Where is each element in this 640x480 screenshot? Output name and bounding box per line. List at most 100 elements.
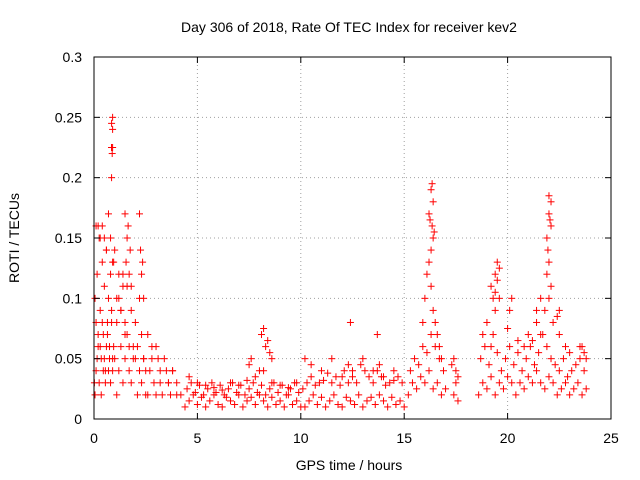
data-point	[91, 391, 99, 399]
data-point	[96, 306, 104, 314]
data-point	[137, 246, 145, 254]
data-point	[535, 349, 543, 357]
data-point	[299, 385, 307, 393]
data-point	[226, 379, 234, 387]
data-point	[504, 325, 512, 332]
data-point	[425, 367, 433, 375]
data-point	[382, 381, 390, 389]
data-point	[107, 270, 115, 278]
data-point	[493, 276, 501, 284]
data-point	[133, 343, 141, 351]
data-point	[582, 385, 590, 393]
data-point	[103, 331, 111, 339]
data-point	[487, 282, 495, 290]
data-point	[549, 318, 557, 326]
data-point	[167, 391, 175, 399]
x-tick-labels: 0 5 10 15 20 25	[90, 430, 619, 446]
data-point	[173, 379, 181, 387]
data-point	[208, 379, 216, 387]
y-tick-label: 0.15	[55, 230, 82, 246]
data-point	[146, 367, 154, 375]
data-point	[156, 367, 164, 375]
data-points	[90, 113, 590, 411]
data-point	[349, 367, 356, 375]
data-point	[113, 391, 121, 399]
data-point	[162, 367, 170, 375]
data-point	[429, 234, 437, 242]
data-point	[508, 294, 516, 302]
data-point	[344, 379, 352, 387]
data-point	[537, 294, 545, 302]
data-point	[483, 385, 491, 393]
data-point	[121, 331, 129, 339]
data-point	[489, 331, 497, 339]
data-point	[499, 385, 507, 393]
data-point	[553, 391, 561, 399]
data-point	[241, 391, 249, 399]
data-point	[328, 355, 336, 363]
data-point	[423, 270, 431, 278]
data-point	[251, 401, 259, 409]
data-point	[121, 210, 129, 218]
data-point	[504, 373, 512, 381]
data-point	[169, 367, 177, 375]
data-point	[338, 373, 346, 381]
data-point	[557, 385, 565, 393]
y-tick-label: 0	[74, 411, 82, 427]
y-tick-labels: 0 0.05 0.1 0.15 0.2 0.25 0.3	[55, 49, 82, 427]
data-point	[528, 337, 536, 345]
data-point	[547, 222, 555, 230]
data-point	[394, 373, 402, 381]
data-point	[367, 393, 375, 401]
data-point	[204, 385, 212, 393]
data-point	[485, 361, 493, 369]
data-point	[131, 318, 139, 326]
data-point	[95, 379, 103, 387]
data-point	[512, 391, 520, 399]
data-point	[526, 343, 534, 351]
data-point	[572, 361, 580, 369]
data-point	[429, 385, 437, 393]
data-point	[400, 403, 408, 411]
data-point	[224, 385, 232, 393]
data-point	[342, 393, 350, 401]
data-point	[102, 246, 110, 254]
data-point	[429, 306, 437, 314]
data-point	[421, 379, 429, 387]
data-point	[125, 367, 133, 375]
data-point	[479, 331, 487, 339]
data-point	[123, 234, 131, 242]
data-point	[135, 210, 143, 218]
data-point	[193, 401, 201, 409]
data-point	[324, 369, 332, 377]
data-point	[328, 379, 336, 387]
data-point	[454, 373, 462, 381]
data-point	[127, 379, 135, 387]
data-point	[307, 373, 315, 381]
data-point	[109, 125, 117, 133]
data-point	[564, 373, 572, 381]
data-point	[371, 401, 379, 409]
data-point	[408, 379, 416, 387]
data-point	[140, 294, 148, 302]
data-point	[491, 306, 499, 314]
data-point	[126, 246, 134, 254]
data-point	[549, 379, 557, 387]
data-point	[119, 379, 127, 387]
data-point	[514, 337, 522, 345]
y-tick-label: 0.25	[55, 109, 82, 125]
data-point	[293, 397, 301, 405]
data-point	[566, 349, 574, 357]
data-point	[117, 343, 125, 351]
data-point	[121, 318, 129, 326]
data-point	[181, 403, 189, 411]
data-point	[357, 361, 365, 369]
data-point	[98, 318, 106, 326]
data-point	[108, 119, 116, 127]
data-point	[528, 379, 536, 387]
data-point	[580, 367, 588, 375]
data-point	[524, 373, 532, 381]
data-point	[138, 379, 146, 387]
data-point	[559, 355, 567, 363]
